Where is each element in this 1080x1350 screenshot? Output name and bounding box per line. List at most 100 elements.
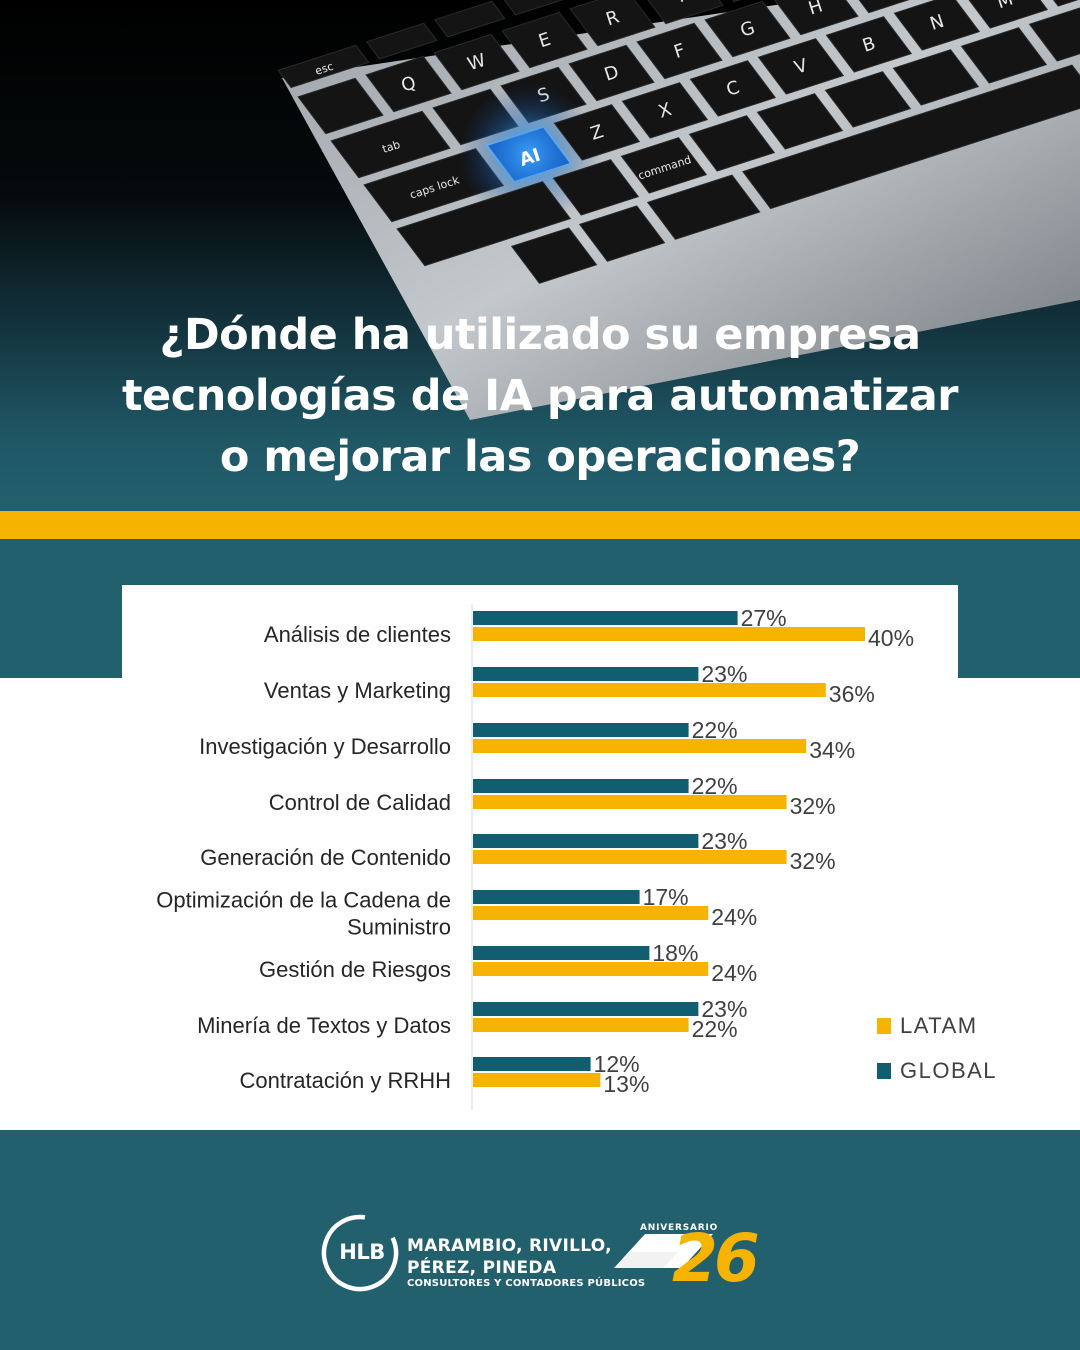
keyboard-key xyxy=(297,77,384,135)
legend-swatch-global xyxy=(877,1063,891,1079)
data-label-global: 18% xyxy=(652,940,698,966)
title-line-1: ¿Dónde ha utilizado su empresa xyxy=(159,310,921,360)
keyboard-key xyxy=(433,0,506,38)
key-label: C xyxy=(724,77,742,101)
keyboard-key xyxy=(893,0,981,51)
key-label: B xyxy=(860,33,878,57)
bar-global xyxy=(473,779,689,793)
keyboard-key xyxy=(968,0,1049,29)
keyboard-key xyxy=(621,82,709,139)
key-label: R xyxy=(603,7,621,31)
footer xyxy=(0,1130,1080,1350)
legend-label-latam: LATAM xyxy=(900,1013,978,1038)
keyboard-key xyxy=(756,93,844,150)
keyboard-key xyxy=(731,0,741,3)
keyboard-key xyxy=(858,0,910,14)
bar-chart: Análisis de clientes 27% 40% Ventas y Marke… xyxy=(156,604,997,1110)
keyboard-key xyxy=(757,38,845,95)
data-label-global: 17% xyxy=(643,884,689,910)
keyboard-key xyxy=(1052,0,1079,7)
key-label: T xyxy=(671,0,690,8)
keyboard-key xyxy=(825,16,913,73)
category-label: Ventas y Marketing xyxy=(264,678,451,703)
bar-latam xyxy=(473,1018,689,1032)
data-label-global: 27% xyxy=(741,605,787,631)
bar-latam xyxy=(473,1073,601,1087)
hero-section: escQWERTYUItabSDFGHJKcaps lockAIZXCVBNMc… xyxy=(0,0,1080,510)
key-label: W xyxy=(465,50,489,76)
bar-latam xyxy=(473,906,709,920)
data-label-latam: 36% xyxy=(829,681,875,707)
keyboard-key xyxy=(365,22,438,60)
keyboard-key xyxy=(689,60,777,117)
keyboard-key xyxy=(433,33,520,91)
anniversary-label: ANIVERSARIO xyxy=(640,1223,719,1233)
bar-global xyxy=(473,1057,591,1071)
keyboard-key xyxy=(636,22,723,80)
keyboard-key xyxy=(647,0,724,25)
key-label: H xyxy=(806,0,825,20)
data-label-global: 23% xyxy=(701,828,747,854)
keyboard-key xyxy=(960,27,1048,84)
keyboard-key xyxy=(553,104,641,161)
keyboard-key xyxy=(568,44,655,102)
keyboard-key xyxy=(646,174,761,240)
firm-name-line-1: MARAMBIO, RIVILLO, xyxy=(407,1236,612,1256)
keyboard-key xyxy=(688,115,776,172)
keyboard-key xyxy=(501,11,588,69)
keyboard-keys: escQWERTYUItabSDFGHJKcaps lockAIZXCVBNMc… xyxy=(277,0,1080,284)
category-label: Contratación y RRHH xyxy=(239,1068,451,1093)
legend-label-global: GLOBAL xyxy=(900,1058,997,1083)
keyboard-key xyxy=(704,0,791,58)
data-label-global: 12% xyxy=(594,1051,640,1077)
key-label: Q xyxy=(399,72,419,96)
keyboard-key xyxy=(365,55,452,113)
bar-global xyxy=(473,611,738,625)
key-label: X xyxy=(656,99,674,123)
key-label: G xyxy=(738,17,758,41)
category-label: Investigación y Desarrollo xyxy=(199,734,451,759)
key-label: Z xyxy=(588,121,606,145)
category-label: Minería de Textos y Datos xyxy=(197,1013,451,1038)
category-label: Análisis de clientes xyxy=(264,622,451,647)
anniversary-number: 26 xyxy=(672,1220,760,1297)
hlb-logo-text: HLB xyxy=(339,1240,385,1264)
bar-global xyxy=(473,890,640,904)
data-label-global: 23% xyxy=(701,996,747,1022)
category-label: Generación de Contenido xyxy=(200,845,451,870)
firm-subtitle: CONSULTORES Y CONTADORES PÚBLICOS xyxy=(407,1278,646,1289)
bar-latam xyxy=(473,683,826,697)
data-label-global: 23% xyxy=(701,661,747,687)
category-label: Optimización de la Cadena de xyxy=(156,888,451,913)
key-label: M xyxy=(994,0,1015,13)
data-label-global: 22% xyxy=(692,773,738,799)
keyboard-key xyxy=(510,227,598,284)
bar-global xyxy=(473,946,650,960)
logo-graphics xyxy=(321,1214,713,1292)
category-label: Suministro xyxy=(347,915,451,940)
keyboard-photo: escQWERTYUItabSDFGHJKcaps lockAIZXCVBNMc… xyxy=(277,0,1080,420)
bar-latam xyxy=(473,795,787,809)
data-label-latam: 22% xyxy=(692,1016,738,1042)
keyboard-key xyxy=(774,0,859,36)
bar-latam xyxy=(473,962,709,976)
keyboard-key xyxy=(396,181,572,267)
data-label-latam: 24% xyxy=(711,904,757,930)
data-label-global: 22% xyxy=(692,717,738,743)
keyboard-key xyxy=(824,71,912,128)
keyboard-key xyxy=(330,110,451,179)
keyboard-key xyxy=(892,49,980,106)
bar-latam xyxy=(473,850,787,864)
bar-latam xyxy=(473,627,865,641)
title-line-3: o mejorar las operaciones? xyxy=(219,432,861,482)
keyboard-key xyxy=(742,64,1080,210)
anniversary-swoosh-shadow-icon xyxy=(614,1252,678,1268)
keyboard-key xyxy=(569,0,656,47)
keyboard-key xyxy=(503,0,564,16)
keyboard-key xyxy=(1028,7,1080,62)
data-label-latam: 24% xyxy=(711,960,757,986)
legend-swatch-latam xyxy=(877,1018,891,1034)
data-label-latam: 34% xyxy=(809,737,855,763)
key-label: tab xyxy=(381,138,402,156)
page-title: ¿Dónde ha utilizado su empresa tecnologí… xyxy=(60,305,1020,488)
